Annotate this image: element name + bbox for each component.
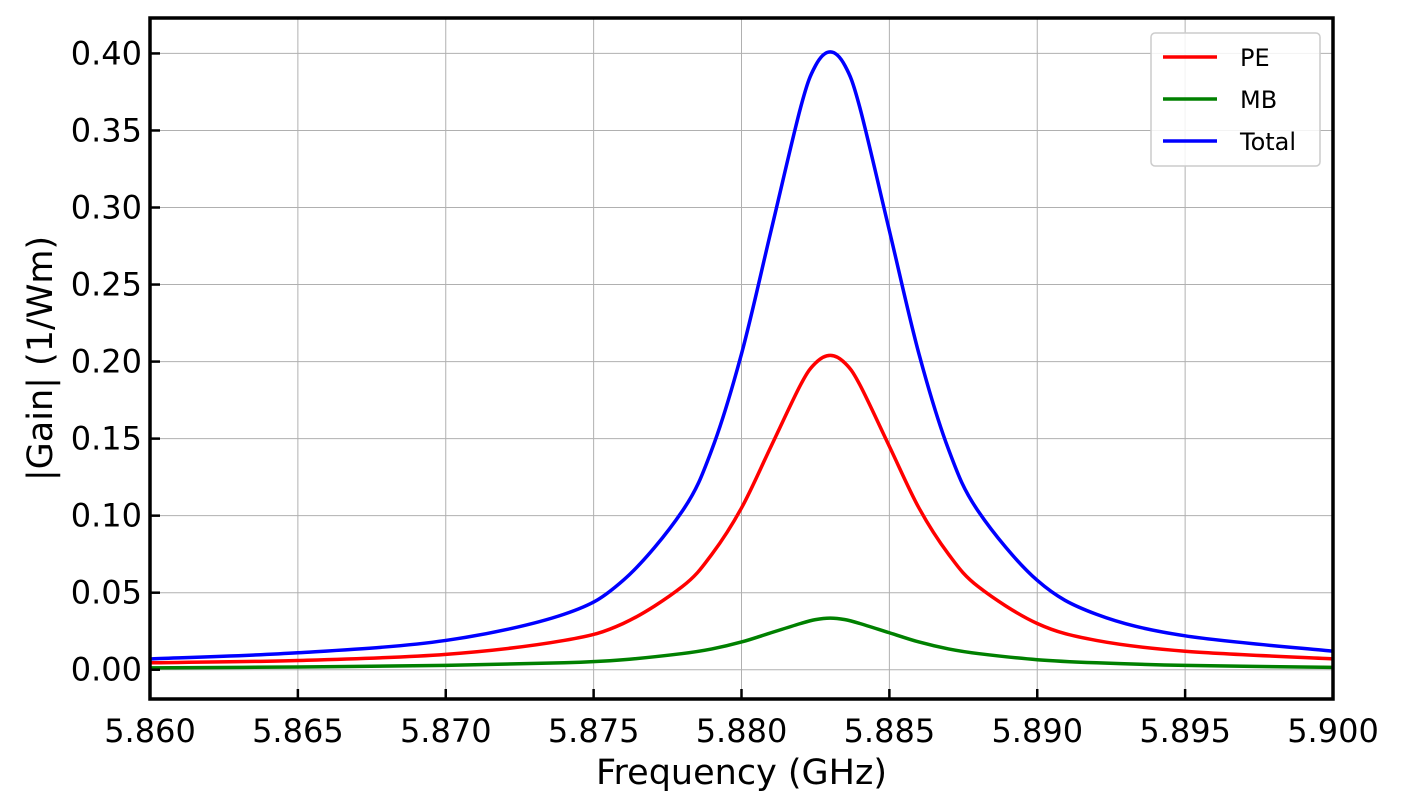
series-line-total <box>150 50 1333 661</box>
x-tick-label: 5.875 <box>548 712 640 750</box>
grid-layer <box>149 18 1334 699</box>
x-tick-label: 5.880 <box>696 712 788 750</box>
series-line-mb <box>150 616 1333 670</box>
x-tick-label: 5.865 <box>252 712 344 750</box>
y-tick-label: 0.10 <box>71 497 142 535</box>
y-axis-label: |Gain| (1/Wm) <box>21 236 61 481</box>
x-tick-label: 5.885 <box>844 712 936 750</box>
y-tick-label: 0.35 <box>71 111 142 149</box>
x-tick-label: 5.890 <box>991 712 1083 750</box>
x-tick-label: 5.900 <box>1287 712 1379 750</box>
legend: PE MB Total <box>1150 32 1321 167</box>
x-axis-label: Frequency (GHz) <box>596 753 887 793</box>
y-tick-label: 0.40 <box>71 34 142 72</box>
x-tick-label: 5.870 <box>400 712 492 750</box>
series-layer <box>150 50 1333 670</box>
legend-label-pe: PE <box>1240 44 1270 72</box>
legend-box <box>1150 32 1321 167</box>
y-tick-label: 0.05 <box>71 574 142 612</box>
y-tick-label: 0.15 <box>71 420 142 458</box>
tick-layer: 5.860 5.865 5.870 5.875 5.880 5.885 5.890 5.895… <box>71 34 1379 750</box>
legend-label-total: Total <box>1239 128 1296 156</box>
x-tick-label: 5.860 <box>104 712 196 750</box>
x-tick-label: 5.895 <box>1139 712 1231 750</box>
y-tick-label: 0.00 <box>71 651 142 689</box>
y-tick-label: 0.25 <box>71 266 142 304</box>
legend-label-mb: MB <box>1240 86 1277 114</box>
y-tick-label: 0.20 <box>71 343 142 381</box>
series-line-pe <box>150 353 1333 665</box>
y-tick-label: 0.30 <box>71 189 142 227</box>
